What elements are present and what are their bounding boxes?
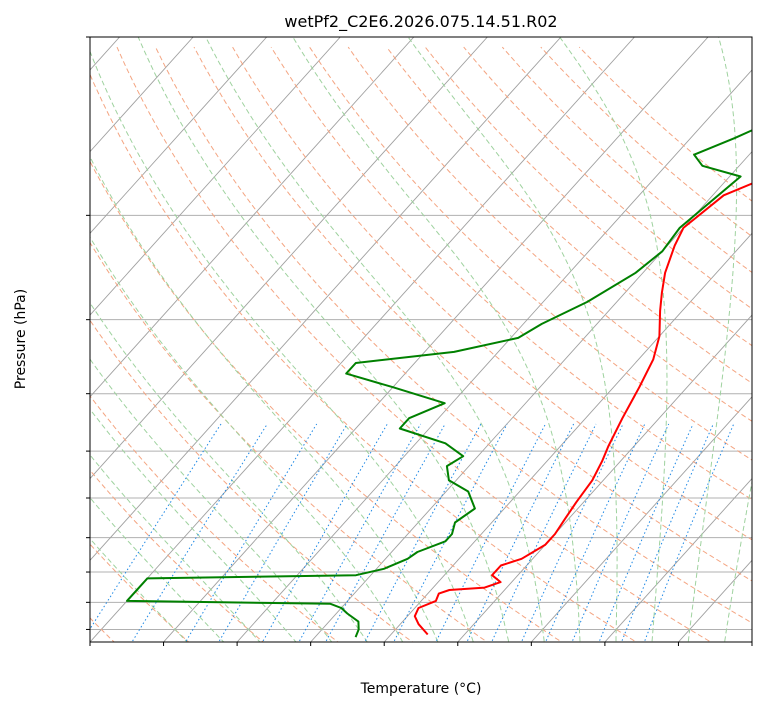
mixing-ratio-line [393, 423, 508, 642]
temperature-trace [413, 182, 752, 636]
moist-adiabat-line [687, 37, 738, 642]
isotherm-line [90, 37, 635, 642]
isotherm-line [90, 37, 268, 235]
mixing-ratio-line [298, 423, 422, 642]
mixing-ratio-line [571, 423, 670, 642]
dewpoint-trace [126, 129, 752, 638]
dry-adiabat-line [90, 160, 563, 642]
isotherm-line [530, 396, 752, 642]
mixing-ratio-line [218, 423, 348, 642]
moist-adiabat-line [90, 454, 261, 642]
dry-adiabat-line [90, 395, 339, 642]
dry-adiabat-line [90, 319, 414, 642]
mixing-ratio-line [643, 423, 735, 642]
moist-adiabat-line [407, 37, 618, 642]
dry-adiabat-line [386, 46, 752, 384]
mixing-ratio-line [520, 423, 624, 642]
isotherm-line [383, 232, 752, 642]
skewed-isotherms [90, 37, 752, 642]
dry-adiabat-line [116, 46, 712, 642]
mixing-ratio-line [545, 423, 646, 642]
mixing-ratio-line [491, 423, 597, 642]
moist-adiabat-line [205, 37, 545, 642]
plot-frame [89, 36, 753, 643]
y-axis-label: Pressure (hPa) [13, 289, 29, 389]
mixing-ratio-line [435, 423, 546, 642]
isotherm-line [90, 37, 194, 153]
moist-adiabat-line [90, 155, 439, 642]
sounding-traces [126, 129, 752, 638]
plot-area [89, 36, 753, 643]
dry-adiabat-line [90, 469, 265, 642]
isotherm-line [90, 37, 341, 316]
isotherm-line [604, 477, 752, 642]
dry-adiabat-line [90, 241, 488, 642]
mixing-ratio-line [261, 423, 388, 642]
moist-adiabat-line [90, 408, 297, 642]
mixing-ratio-line [598, 423, 694, 642]
moist-adiabat-line [90, 497, 225, 642]
chart-title: wetPf2_C2E6.2026.075.14.51.R02 [284, 12, 557, 32]
isotherm-line [90, 37, 562, 561]
isotherm-line [163, 37, 709, 642]
dry-adiabat-line [90, 73, 638, 642]
mixing-ratio-line [466, 423, 575, 642]
moist-adiabat-line [292, 37, 581, 642]
mixing-ratio-line [364, 423, 482, 642]
moist-adiabat-line [90, 358, 333, 642]
dry-adiabat-line [309, 46, 752, 461]
dry-adiabat-line [155, 46, 752, 624]
dry-adiabats [90, 46, 752, 642]
moist-adiabat-line [724, 479, 752, 642]
moist-adiabat-line [137, 37, 510, 642]
mixing-ratio-line [325, 423, 446, 642]
isobar-gridlines [90, 37, 752, 630]
moist-adiabat-line [90, 538, 188, 642]
isotherm-line [90, 37, 415, 398]
isotherm-line [90, 37, 488, 480]
dry-adiabat-line [270, 46, 752, 501]
moist-adiabats [90, 37, 752, 642]
dry-adiabat-line [193, 46, 752, 582]
moist-adiabat-line [90, 50, 474, 642]
x-axis-ticks [89, 642, 753, 646]
mixing-ratio-lines [90, 423, 735, 642]
dry-adiabat-line [424, 46, 752, 347]
y-axis-ticks [86, 36, 90, 630]
x-axis-label: Temperature (°C) [360, 681, 482, 697]
